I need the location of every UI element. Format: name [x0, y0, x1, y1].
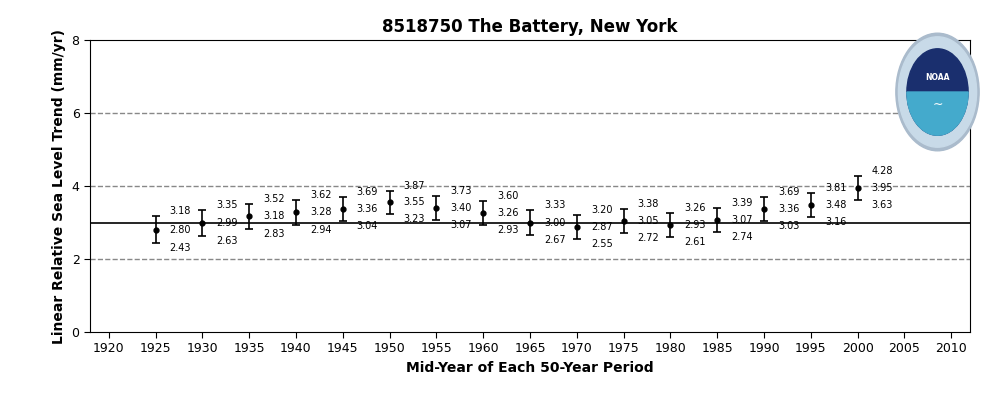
Text: 3.33: 3.33 — [544, 200, 565, 210]
Text: ∼: ∼ — [932, 98, 943, 110]
Text: 4.28: 4.28 — [872, 166, 893, 176]
Text: 3.26: 3.26 — [684, 203, 706, 213]
Text: 3.69: 3.69 — [778, 187, 799, 197]
Text: 3.38: 3.38 — [638, 199, 659, 209]
Text: 3.55: 3.55 — [404, 198, 425, 208]
Text: 2.83: 2.83 — [263, 229, 285, 239]
Text: 3.69: 3.69 — [357, 187, 378, 197]
Text: 3.23: 3.23 — [404, 214, 425, 224]
Text: 2.61: 2.61 — [684, 237, 706, 247]
Title: 8518750 The Battery, New York: 8518750 The Battery, New York — [382, 18, 678, 36]
Text: 3.26: 3.26 — [497, 208, 519, 218]
Text: NOAA: NOAA — [925, 73, 950, 82]
Text: 2.94: 2.94 — [310, 225, 332, 235]
X-axis label: Mid-Year of Each 50-Year Period: Mid-Year of Each 50-Year Period — [406, 361, 654, 375]
Y-axis label: Linear Relative Sea Level Trend (mm/yr): Linear Relative Sea Level Trend (mm/yr) — [52, 28, 66, 344]
Text: 2.67: 2.67 — [544, 234, 566, 244]
Text: 3.18: 3.18 — [263, 211, 285, 221]
Text: 3.07: 3.07 — [731, 215, 753, 225]
Text: 3.36: 3.36 — [778, 204, 799, 214]
Text: 3.87: 3.87 — [404, 181, 425, 191]
Text: 3.39: 3.39 — [731, 198, 753, 208]
Text: 2.93: 2.93 — [497, 225, 519, 235]
Text: 3.81: 3.81 — [825, 183, 846, 193]
Text: 2.43: 2.43 — [170, 243, 191, 253]
Text: 2.80: 2.80 — [170, 225, 191, 235]
Text: 2.74: 2.74 — [731, 232, 753, 242]
Text: 3.04: 3.04 — [357, 221, 378, 231]
Text: 3.73: 3.73 — [450, 186, 472, 196]
Polygon shape — [907, 92, 968, 135]
Text: 3.48: 3.48 — [825, 200, 846, 210]
Text: 3.16: 3.16 — [825, 217, 846, 227]
Text: 3.62: 3.62 — [310, 190, 332, 200]
Text: 3.52: 3.52 — [263, 194, 285, 204]
Text: 3.00: 3.00 — [544, 218, 565, 228]
Text: 3.95: 3.95 — [872, 183, 893, 193]
Text: 2.93: 2.93 — [684, 220, 706, 230]
Text: 3.60: 3.60 — [497, 190, 519, 200]
Text: 3.28: 3.28 — [310, 207, 332, 217]
Text: 2.87: 2.87 — [591, 222, 612, 232]
Text: 3.07: 3.07 — [450, 220, 472, 230]
Text: 3.18: 3.18 — [170, 206, 191, 216]
Text: 3.63: 3.63 — [872, 200, 893, 210]
Text: 2.72: 2.72 — [638, 233, 659, 243]
Text: 3.03: 3.03 — [778, 222, 799, 232]
Text: 3.36: 3.36 — [357, 204, 378, 214]
Text: 3.35: 3.35 — [216, 200, 238, 210]
Text: 3.20: 3.20 — [591, 205, 612, 215]
Text: 2.55: 2.55 — [591, 239, 613, 249]
Text: 2.99: 2.99 — [216, 218, 238, 228]
Text: 3.05: 3.05 — [638, 216, 659, 226]
Text: 3.40: 3.40 — [450, 203, 472, 213]
Text: 2.63: 2.63 — [216, 236, 238, 246]
Circle shape — [907, 49, 968, 135]
Circle shape — [898, 37, 977, 147]
Circle shape — [896, 33, 979, 151]
